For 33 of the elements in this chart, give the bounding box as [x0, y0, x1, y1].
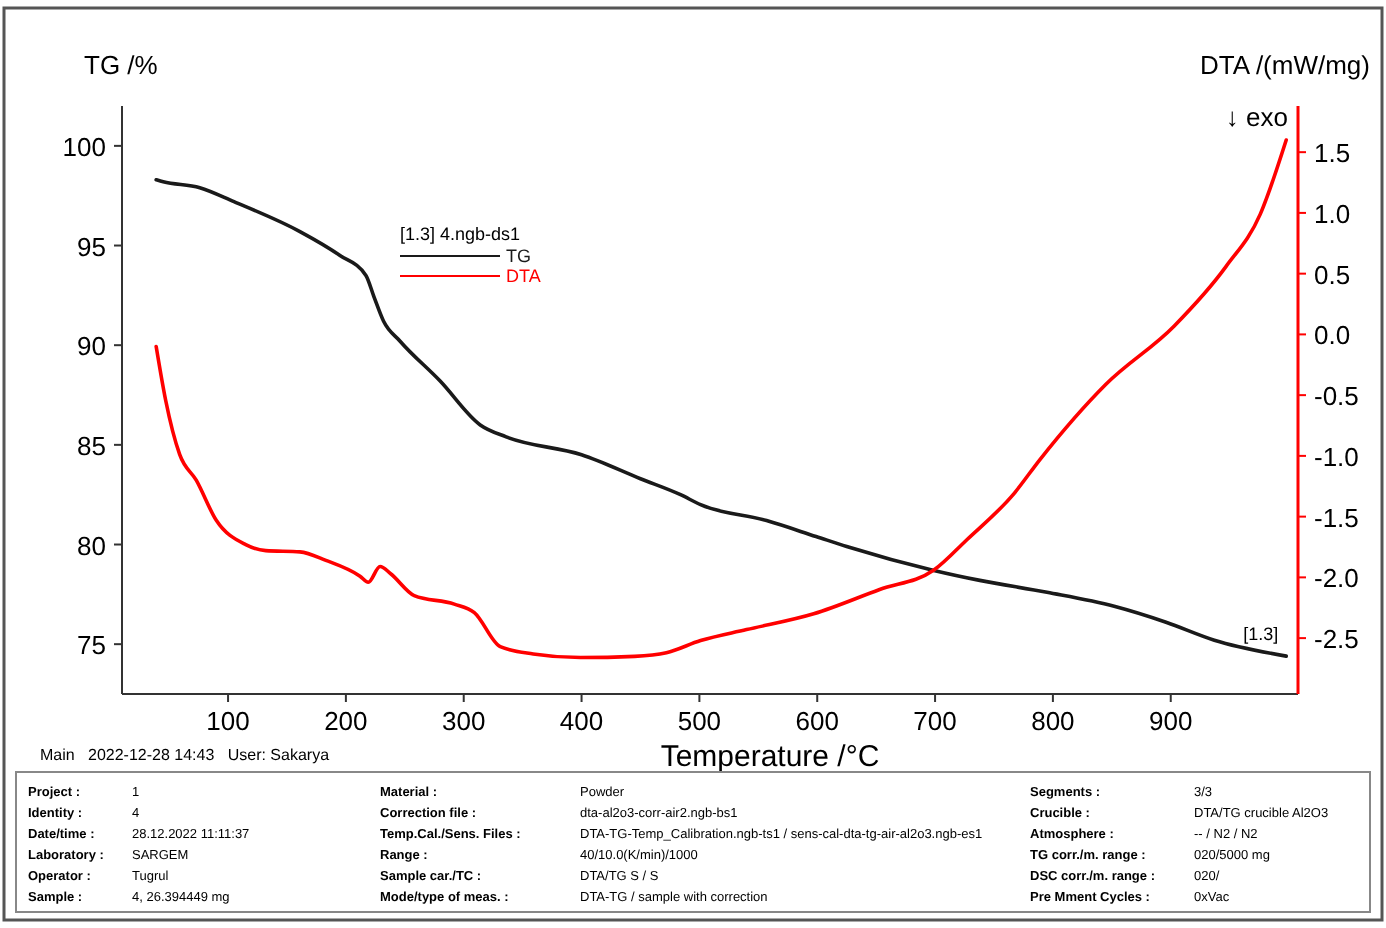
- annotation: [1.3]: [1243, 624, 1279, 645]
- x-tick-label: 700: [913, 706, 957, 736]
- y2-tick-label: -2.0: [1314, 563, 1359, 594]
- annotation: ↓ exo: [1225, 102, 1288, 132]
- y-tick-label: 80: [77, 530, 106, 561]
- x-tick-label: 400: [559, 706, 604, 736]
- x-tick-label: 100: [206, 706, 250, 736]
- x-tick-label: 200: [324, 706, 368, 736]
- text: TG: [506, 246, 531, 266]
- y2-tick-label: -1.5: [1314, 502, 1359, 533]
- y-tick-label: 75: [77, 630, 106, 661]
- y2-tick-label: -2.5: [1314, 624, 1359, 655]
- x-tick-label: 500: [677, 706, 722, 736]
- y2-tick-label: 0.0: [1314, 320, 1351, 351]
- text: DTA: [506, 266, 541, 286]
- y2-tick-label: 0.5: [1314, 259, 1351, 290]
- y-tick-label: 90: [77, 331, 106, 362]
- x-tick-label: 600: [795, 706, 839, 736]
- y-axis-title: TG /%: [84, 50, 159, 80]
- y2-tick-label: 1.0: [1314, 198, 1351, 229]
- y2-tick-label: -1.0: [1314, 441, 1359, 472]
- y2-tick-label: -0.5: [1314, 381, 1359, 412]
- text: Main 2022-12-28 14:43 User: Sakarya: [40, 746, 331, 764]
- x-tick-label: 900: [1149, 706, 1193, 736]
- y-tick-label: 100: [62, 131, 106, 162]
- y-tick-label: 85: [77, 430, 106, 461]
- legend-title: [1.3] 4.ngb-ds1: [400, 224, 521, 244]
- y2-tick-label: 1.5: [1314, 138, 1351, 169]
- x-tick-label: 300: [442, 706, 486, 736]
- y2-axis-title: DTA /(mW/mg): [1200, 50, 1370, 80]
- y-tick-label: 95: [77, 231, 106, 262]
- x-axis-title: Temperature /°C: [660, 740, 880, 774]
- x-tick-label: 800: [1031, 706, 1075, 736]
